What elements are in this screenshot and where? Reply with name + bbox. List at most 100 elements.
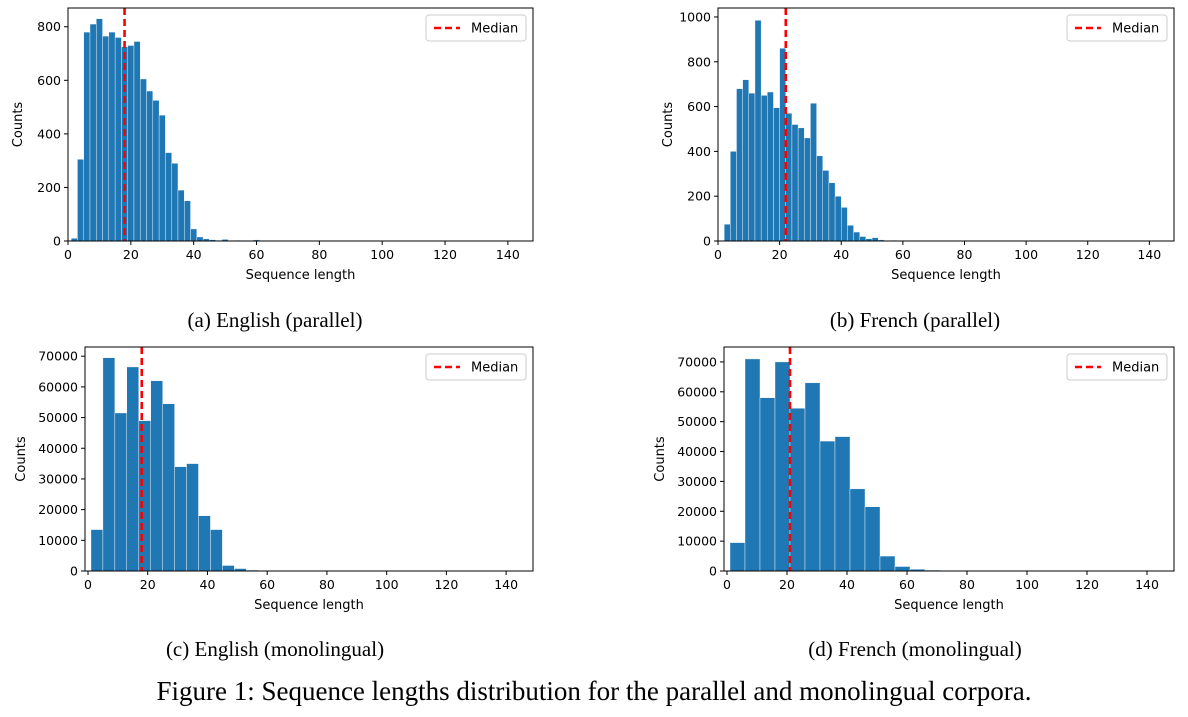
x-tick-label: 20: [779, 577, 795, 592]
legend: Median: [425, 353, 527, 381]
x-tick-label: 0: [714, 247, 722, 262]
histogram-bar: [789, 408, 806, 572]
x-tick-label: 120: [1076, 247, 1100, 262]
y-axis-label: Counts: [653, 436, 668, 482]
y-tick-label: 200: [687, 189, 711, 204]
bars-group: [729, 358, 1076, 572]
y-tick-label: 40000: [677, 444, 717, 459]
legend: Median: [1066, 353, 1168, 381]
y-tick-label: 400: [687, 144, 711, 159]
x-tick-label: 120: [1075, 577, 1099, 592]
histogram-english-parallel: 0 20 40 60 80 100 120 140 0 200 400 600 800 Sequence …: [11, 7, 534, 283]
x-tick-label: 40: [839, 577, 855, 592]
x-axis-label: Sequence length: [894, 598, 1004, 613]
x-tick-label: 80: [959, 577, 975, 592]
y-axis-label: Counts: [14, 436, 29, 482]
legend-box: [1066, 353, 1168, 381]
legend: Median: [425, 14, 527, 42]
histogram-bar: [759, 397, 776, 572]
x-tick-label: 80: [311, 247, 327, 262]
chart-panel-d: 0 20 40 60 80 100 120 140 0 10000 20000 30000 40000 5…: [653, 346, 1175, 613]
x-tick-label: 60: [259, 577, 275, 592]
y-tick-label: 600: [37, 73, 61, 88]
subcaption-c: (c) English (monolingual): [165, 637, 385, 661]
y-tick-label: 50000: [38, 410, 78, 425]
x-tick-label: 120: [433, 247, 457, 262]
histogram-bar: [774, 361, 791, 572]
y-tick-label: 60000: [38, 379, 78, 394]
legend-box: [425, 353, 527, 381]
plot-frame: [723, 346, 1175, 572]
y-tick-label: 40000: [38, 441, 78, 456]
y-tick-label: 0: [703, 234, 711, 249]
y-axis-label: Counts: [11, 102, 26, 148]
histogram-bar: [744, 358, 761, 572]
x-tick-label: 60: [899, 577, 915, 592]
x-tick-label: 20: [772, 247, 788, 262]
plot-frame: [717, 7, 1175, 242]
y-tick-label: 1000: [679, 9, 711, 24]
subcaption-b: (b) French (parallel): [829, 308, 1001, 332]
histogram-bar: [729, 542, 746, 572]
histogram-bar: [849, 488, 866, 572]
histogram-bar: [894, 566, 911, 572]
x-axis-label: Sequence length: [891, 268, 1001, 283]
x-tick-label: 80: [957, 247, 973, 262]
y-tick-label: 60000: [677, 384, 717, 399]
legend-label: Median: [471, 361, 518, 376]
y-tick-label: 30000: [677, 474, 717, 489]
y-tick-label: 10000: [677, 534, 717, 549]
legend-box: [1066, 14, 1168, 42]
plot-frame: [67, 7, 534, 242]
legend: Median: [1066, 14, 1168, 42]
chart-panel-a: 0 20 40 60 80 100 120 140 0 200 400 600 800 Sequence …: [0, 0, 560, 300]
histogram-bar: [879, 555, 896, 572]
chart-panel-c: 0 20 40 60 80 100 120 140 0 10000 20000 30000 40000 5…: [0, 0, 560, 630]
x-tick-label: 20: [123, 247, 139, 262]
subcaption-a: (a) English (parallel): [187, 308, 363, 332]
y-tick-label: 70000: [677, 354, 717, 369]
x-tick-label: 100: [375, 577, 399, 592]
x-tick-label: 100: [370, 247, 394, 262]
x-tick-label: 20: [140, 577, 156, 592]
figure-caption: Figure 1: Sequence lengths distribution …: [156, 676, 1032, 706]
x-tick-label: 0: [64, 247, 72, 262]
x-tick-label: 40: [200, 577, 216, 592]
x-tick-label: 140: [1137, 247, 1161, 262]
y-tick-label: 50000: [677, 414, 717, 429]
x-tick-label: 60: [895, 247, 911, 262]
chart-panel-b: 0 20 40 60 80 100 120 140 0 200 400 600 800 1000 Seque…: [0, 0, 1188, 300]
x-tick-label: 0: [84, 577, 92, 592]
histogram-bar: [804, 382, 821, 572]
legend-label: Median: [471, 22, 518, 37]
y-axis-label: Counts: [661, 102, 676, 148]
x-tick-label: 140: [1135, 577, 1159, 592]
y-tick-label: 800: [687, 54, 711, 69]
histogram-bar: [834, 436, 851, 572]
x-tick-label: 140: [496, 247, 520, 262]
bars-group: [723, 20, 922, 242]
y-tick-label: 20000: [677, 504, 717, 519]
y-tick-label: 200: [37, 180, 61, 195]
plot-frame: [84, 346, 534, 572]
legend-label: Median: [1112, 22, 1159, 37]
x-tick-label: 140: [494, 577, 518, 592]
x-tick-label: 120: [434, 577, 458, 592]
y-tick-label: 0: [53, 234, 61, 249]
legend-box: [425, 14, 527, 42]
histogram-english-monolingual: 0 20 40 60 80 100 120 140 0 10000 20000 30000 40000 5…: [14, 346, 534, 613]
y-tick-label: 800: [37, 19, 61, 34]
legend-label: Median: [1112, 361, 1159, 376]
y-tick-label: 400: [37, 126, 61, 141]
x-tick-label: 60: [249, 247, 265, 262]
y-tick-label: 0: [70, 564, 78, 579]
histogram-bar: [864, 506, 881, 572]
y-tick-label: 20000: [38, 502, 78, 517]
x-tick-label: 80: [319, 577, 335, 592]
x-tick-label: 100: [1014, 247, 1038, 262]
y-tick-label: 70000: [38, 349, 78, 364]
subcaption-d: (d) French (monolingual): [808, 637, 1022, 661]
histogram-french-parallel: 0 20 40 60 80 100 120 140 0 200 400 600 800 1000 Seque…: [661, 7, 1175, 283]
x-axis-label: Sequence length: [246, 268, 356, 283]
histogram-bar: [819, 440, 836, 572]
